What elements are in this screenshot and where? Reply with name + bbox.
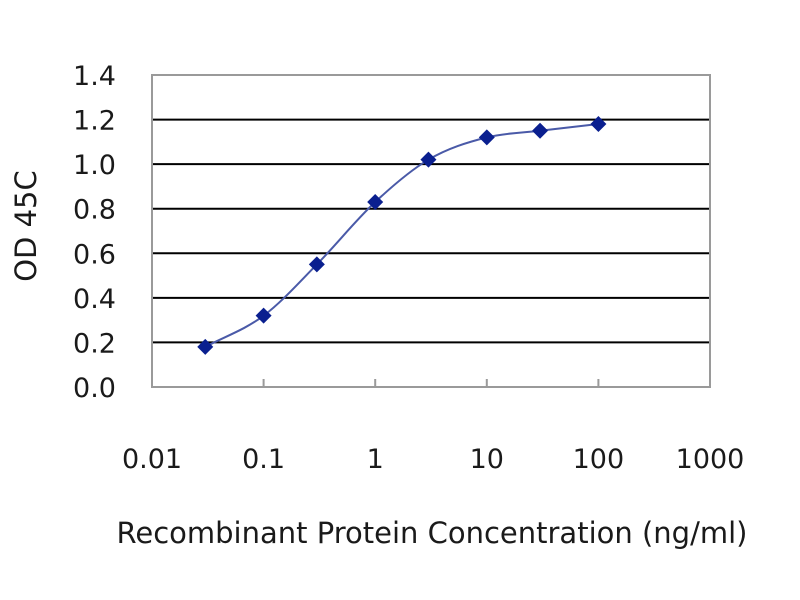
y-tick-label: 1.2: [73, 106, 116, 137]
x-tick-label: 1000: [676, 444, 745, 475]
x-tick-label: 100: [573, 444, 625, 475]
data-point: [308, 256, 325, 273]
x-axis-title: Recombinant Protein Concentration (ng/ml…: [117, 516, 748, 550]
data-point: [197, 338, 214, 355]
y-tick-label: 0.0: [73, 373, 116, 404]
x-tick-label: 0.1: [242, 444, 285, 475]
data-point: [255, 307, 272, 324]
x-tick-label: 1: [367, 444, 384, 475]
y-tick-label: 0.2: [73, 328, 116, 359]
data-point: [478, 129, 495, 146]
x-tick-label: 0.01: [122, 444, 182, 475]
x-tick-marks: [151, 379, 711, 387]
grid-lines: [152, 118, 710, 344]
y-tick-label: 0.6: [73, 239, 116, 270]
data-point: [590, 116, 607, 133]
data-point: [532, 122, 549, 139]
x-tick-labels: 0.01 0.1 1 10 100 1000: [122, 444, 744, 475]
data-point: [367, 194, 384, 211]
data-points: [197, 116, 607, 355]
y-tick-label: 1.0: [73, 150, 116, 181]
y-tick-label: 1.4: [73, 61, 116, 92]
plot-area-frame: [151, 74, 711, 388]
data-point: [420, 151, 437, 168]
y-tick-label: 0.4: [73, 284, 116, 315]
y-tick-labels: 0.0 0.2 0.4 0.6 0.8 1.0 1.2 1.4: [73, 61, 116, 404]
y-tick-label: 0.8: [73, 195, 116, 226]
y-axis-title: OD 45C: [9, 170, 43, 282]
x-tick-label: 10: [470, 444, 504, 475]
